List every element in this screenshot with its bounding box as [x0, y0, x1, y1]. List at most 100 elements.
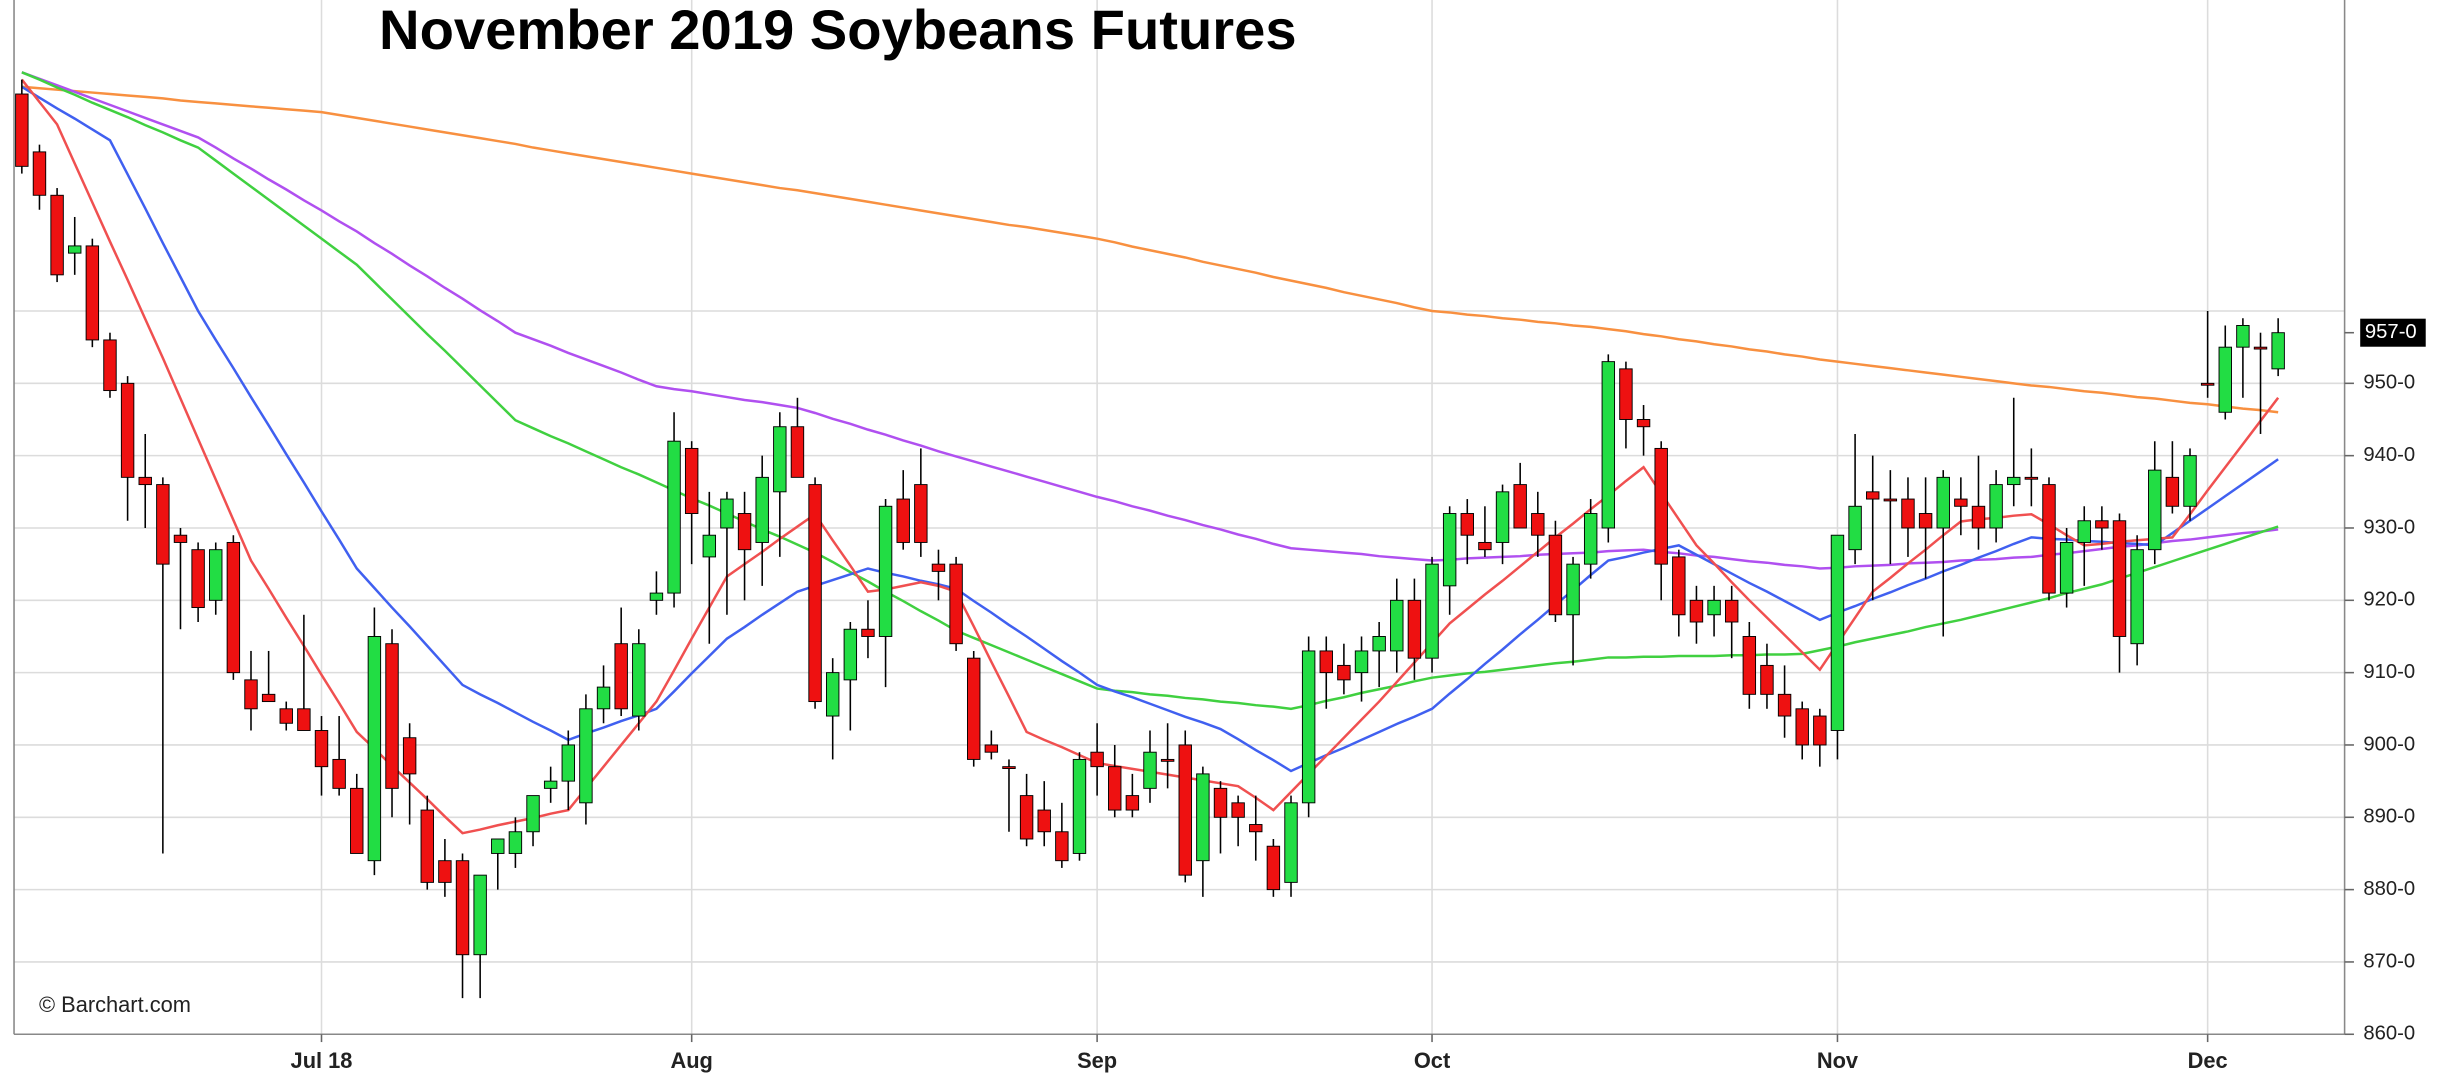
candle-body [120, 382, 135, 478]
candle-body [1883, 498, 1898, 502]
candle-body [1002, 766, 1016, 769]
candle-body [1160, 758, 1175, 762]
x-tick-label: Nov [1817, 1048, 1859, 1073]
candle-body [861, 628, 875, 637]
candle-body [1407, 599, 1422, 659]
moving-average-line [21, 71, 2279, 711]
y-tick-label: 930-0 [2363, 516, 2415, 538]
candle-body [1178, 744, 1192, 876]
candle-body [85, 245, 100, 341]
candle-body [1231, 802, 1245, 818]
candle-body [473, 874, 487, 956]
candle-body [878, 505, 893, 637]
candle-body [1777, 693, 1792, 717]
candle-body [1372, 636, 1386, 652]
candle-body [1108, 766, 1122, 811]
candle-body [1072, 758, 1087, 854]
candle-body [808, 484, 822, 703]
candle-body [1266, 845, 1281, 891]
candle-body [1636, 419, 1651, 428]
y-tick-label: 860-0 [2363, 1023, 2415, 1045]
candle-body [50, 194, 64, 276]
candle-body [596, 686, 611, 710]
candle-body [1813, 715, 1827, 746]
y-tick-label: 920-0 [2363, 589, 2415, 611]
candle-body [614, 643, 628, 710]
candle-body [420, 809, 434, 883]
candle-body [2077, 520, 2091, 543]
candle-body [1090, 751, 1104, 768]
candle-body [1301, 650, 1316, 804]
candle-body [209, 549, 223, 601]
candle-body [1284, 802, 1298, 883]
candle-body [1830, 534, 1845, 731]
candle-body [2095, 520, 2109, 529]
candle-body [508, 831, 523, 854]
candle-body [984, 744, 999, 753]
candle-body [1689, 599, 1704, 623]
candle-body [156, 484, 170, 565]
candle-body [1742, 636, 1757, 695]
candle-body [1319, 650, 1333, 674]
candle-body [1213, 787, 1228, 818]
candle-body [843, 628, 858, 681]
candle-body [1954, 498, 1968, 507]
candle-body [32, 151, 47, 196]
candle-body [1478, 541, 1492, 551]
chart-title: November 2019 Soybeans Futures [379, 0, 1297, 61]
candle-body [279, 708, 293, 724]
candle-body [2112, 520, 2127, 637]
candle-body [1654, 447, 1668, 565]
candle-body [191, 549, 205, 609]
candle-body [1037, 809, 1051, 833]
y-tick-label: 910-0 [2363, 661, 2415, 683]
candle-body [261, 693, 276, 703]
candle-body [1936, 476, 1950, 529]
candle-body [2200, 382, 2215, 386]
candle-body [543, 780, 558, 789]
moving-average-line [21, 85, 2279, 773]
candle-body [1707, 599, 1721, 616]
candle-body [2253, 346, 2268, 350]
candle-body [350, 787, 364, 854]
x-tick-label: Sep [1077, 1048, 1117, 1073]
candle-body [896, 498, 910, 543]
y-tick-label: 880-0 [2363, 878, 2415, 900]
candle-body [491, 838, 505, 854]
axes: 860-0 870-0 880-0 890-0 900-0 910-0 920-0 930-0… [291, 318, 2426, 1073]
candle-body [2218, 346, 2232, 413]
candle-body [103, 339, 117, 392]
candle-body [1918, 513, 1933, 529]
candle-body [632, 643, 646, 717]
candle-body [1460, 513, 1474, 536]
candle-body [1971, 505, 1986, 529]
candle-body [737, 513, 752, 551]
candle-body [1866, 491, 1880, 500]
grid [14, 0, 2345, 1036]
candle-body [138, 476, 152, 486]
candle-body [1989, 484, 2003, 529]
candle-body [226, 541, 241, 674]
candle-body [967, 657, 981, 760]
candle-body [244, 679, 258, 710]
candle-body [2042, 484, 2056, 594]
last-price-box [2360, 318, 2426, 347]
moving-average-line [21, 85, 2279, 414]
candles [15, 79, 2285, 999]
candle-body [1848, 505, 1862, 551]
candle-body [68, 245, 82, 254]
y-tick-label: 870-0 [2363, 950, 2415, 972]
candle-body [2059, 541, 2074, 594]
x-tick-label: Dec [2188, 1048, 2228, 1073]
x-tick-label: Oct [1414, 1048, 1450, 1073]
candle-body [1249, 824, 1263, 833]
candle-body [385, 643, 399, 789]
candle-body [2130, 549, 2144, 645]
candle-body [2165, 476, 2180, 507]
candle-body [2271, 332, 2285, 370]
candle-body [931, 563, 946, 572]
candle-body [1019, 795, 1034, 840]
candle-body [314, 730, 329, 768]
candle-body [297, 708, 311, 731]
